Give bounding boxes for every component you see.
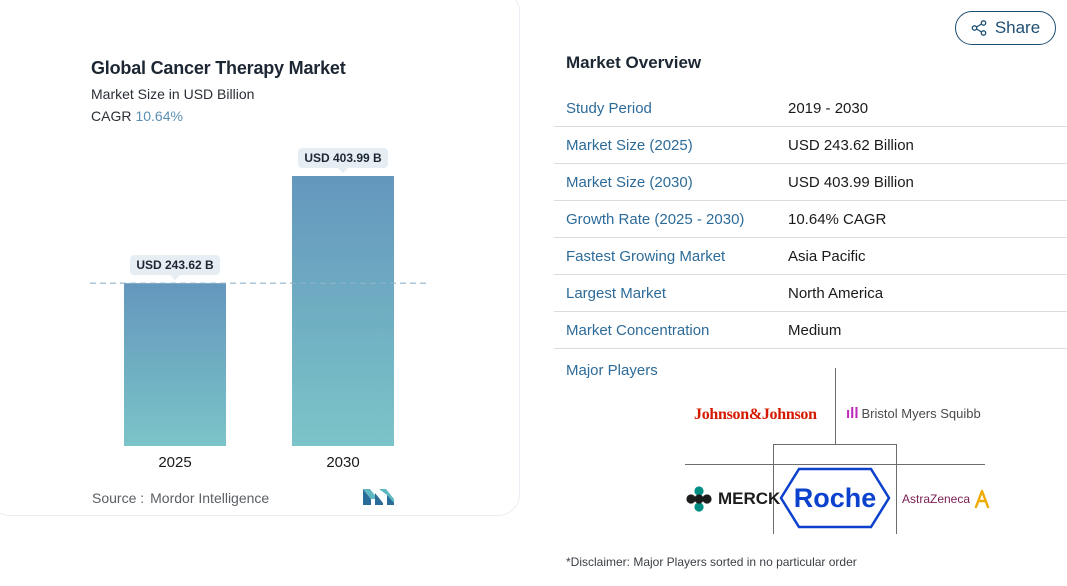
bar-chart: USD 243.62 B 2025 USD 403.99 B 2030	[90, 148, 430, 471]
astrazeneca-mark-icon	[974, 489, 990, 509]
bar-2030	[292, 176, 394, 446]
overview-table: Study Period 2019 - 2030 Market Size (20…	[554, 90, 1067, 349]
overview-value: USD 403.99 Billion	[788, 173, 914, 191]
merck-mark-icon	[686, 486, 712, 512]
overview-label: Market Concentration	[566, 321, 710, 339]
overview-label: Study Period	[566, 99, 652, 117]
overview-value: 10.64% CAGR	[788, 210, 887, 228]
overview-value: North America	[788, 284, 884, 302]
overview-label: Market Size (2025)	[566, 136, 693, 154]
johnson-johnson-logo: Johnson&Johnson	[694, 406, 817, 423]
bms-mark-icon: ıll	[846, 405, 859, 422]
cagr-row: CAGR 10.64%	[91, 108, 183, 124]
overview-value: Medium	[788, 321, 842, 339]
overview-row-study-period: Study Period 2019 - 2030	[554, 90, 1067, 127]
overview-row-market-size-2030: Market Size (2030) USD 403.99 Billion	[554, 164, 1067, 201]
overview-label: Growth Rate (2025 - 2030)	[566, 210, 745, 228]
roche-logo: Roche	[779, 467, 891, 529]
chart-card	[0, 0, 520, 516]
source-label: Source :	[92, 490, 145, 506]
overview-row-growth-rate: Growth Rate (2025 - 2030) 10.64% CAGR	[554, 201, 1067, 238]
major-players-title: Major Players	[566, 362, 658, 379]
astrazeneca-logo: AstraZeneca	[902, 489, 992, 509]
overview-value: 2019 - 2030	[788, 99, 869, 117]
players-divider	[896, 444, 897, 534]
overview-label: Largest Market	[566, 284, 667, 302]
roche-name: Roche	[794, 483, 877, 513]
bar-2025	[124, 283, 226, 446]
players-divider	[773, 444, 896, 445]
overview-title: Market Overview	[566, 53, 702, 72]
mordor-logo-icon	[363, 489, 394, 505]
data-label-bg	[298, 148, 388, 168]
players-divider	[685, 464, 985, 465]
x-tick-label: 2030	[326, 454, 359, 471]
share-label: Share	[994, 18, 1041, 37]
bms-name: Bristol Myers Squibb	[861, 406, 981, 421]
players-divider	[835, 368, 836, 444]
cagr-label: CAGR	[91, 108, 132, 124]
overview-value: USD 243.62 Billion	[788, 136, 914, 154]
bms-logo: ıll Bristol Myers Squibb	[846, 405, 981, 422]
source-note: Source : Mordor Intelligence	[92, 490, 269, 506]
chart-subtitle: Market Size in USD Billion	[91, 86, 255, 102]
share-button[interactable]: Share	[955, 11, 1056, 45]
data-label-pointer	[338, 168, 348, 173]
data-label: USD 403.99 B	[304, 151, 382, 165]
players-divider	[773, 444, 774, 534]
merck-logo: MERCK	[686, 486, 780, 512]
overview-value: Asia Pacific	[788, 247, 866, 265]
chart-title: Global Cancer Therapy Market	[91, 58, 346, 78]
overview-row-concentration: Market Concentration Medium	[554, 312, 1067, 349]
source-name: Mordor Intelligence	[150, 490, 270, 506]
astrazeneca-name: AstraZeneca	[902, 492, 971, 506]
x-tick-label: 2025	[158, 454, 191, 471]
overview-row-largest-market: Largest Market North America	[554, 275, 1067, 312]
data-label: USD 243.62 B	[136, 258, 214, 272]
overview-label: Market Size (2030)	[566, 173, 693, 191]
overview-label: Fastest Growing Market	[566, 247, 726, 265]
overview-row-market-size-2025: Market Size (2025) USD 243.62 Billion	[554, 127, 1067, 164]
data-label-pointer	[170, 275, 180, 281]
cagr-value: 10.64%	[135, 108, 183, 124]
data-label-bg	[130, 255, 220, 276]
disclaimer-note: *Disclaimer: Major Players sorted in no …	[566, 555, 857, 569]
share-icon	[971, 20, 987, 36]
overview-row-fastest-growing: Fastest Growing Market Asia Pacific	[554, 238, 1067, 275]
merck-name: MERCK	[718, 489, 781, 508]
